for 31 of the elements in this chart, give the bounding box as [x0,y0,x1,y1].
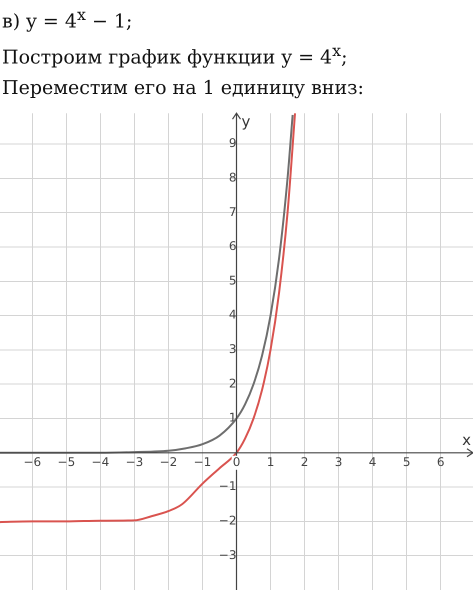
y-tick-label: 7 [228,204,236,218]
x-tick-label: −5 [58,454,76,469]
x-tick-label: −4 [92,454,110,469]
x-tick-label: −3 [126,454,144,469]
x-tick-label: −1 [194,454,212,469]
chart-subtitle: Построим график функции y = 4$^{x}$; [1,40,348,71]
x-tick-label: 2 [300,454,308,469]
x-tick-label: 1 [266,454,274,469]
y-tick-label: 3 [228,342,236,356]
y-tick-label: −2 [218,513,236,528]
chart-title: в) y = 4$^{x}$ − 1; [1,4,134,34]
x-tick-label: 3 [334,454,342,469]
y-axis-title: y [242,112,250,130]
text: Переместим его на 1 единицу вниз: [1,76,365,101]
y-tick-label: 5 [228,273,236,288]
y-tick-label: 9 [228,136,236,150]
y-tick-label: −3 [218,547,236,562]
y-tick-label: 8 [228,170,236,184]
x-tick-label: 5 [402,454,410,469]
y-tick-label: 6 [228,238,236,253]
line-series [0,114,294,454]
x-tick-label: 4 [368,454,376,469]
x-tick-label: 0 [232,454,240,469]
x-tick-label: −2 [160,454,178,469]
y-tick-label: −1 [218,478,236,493]
y-tick-label: 4 [228,307,236,322]
x-tick-label: 6 [436,454,444,469]
x-tick-label: −6 [23,454,42,469]
x-axis-title: x [462,430,472,449]
line-series [0,112,296,523]
y-tick-label: 2 [228,376,236,390]
